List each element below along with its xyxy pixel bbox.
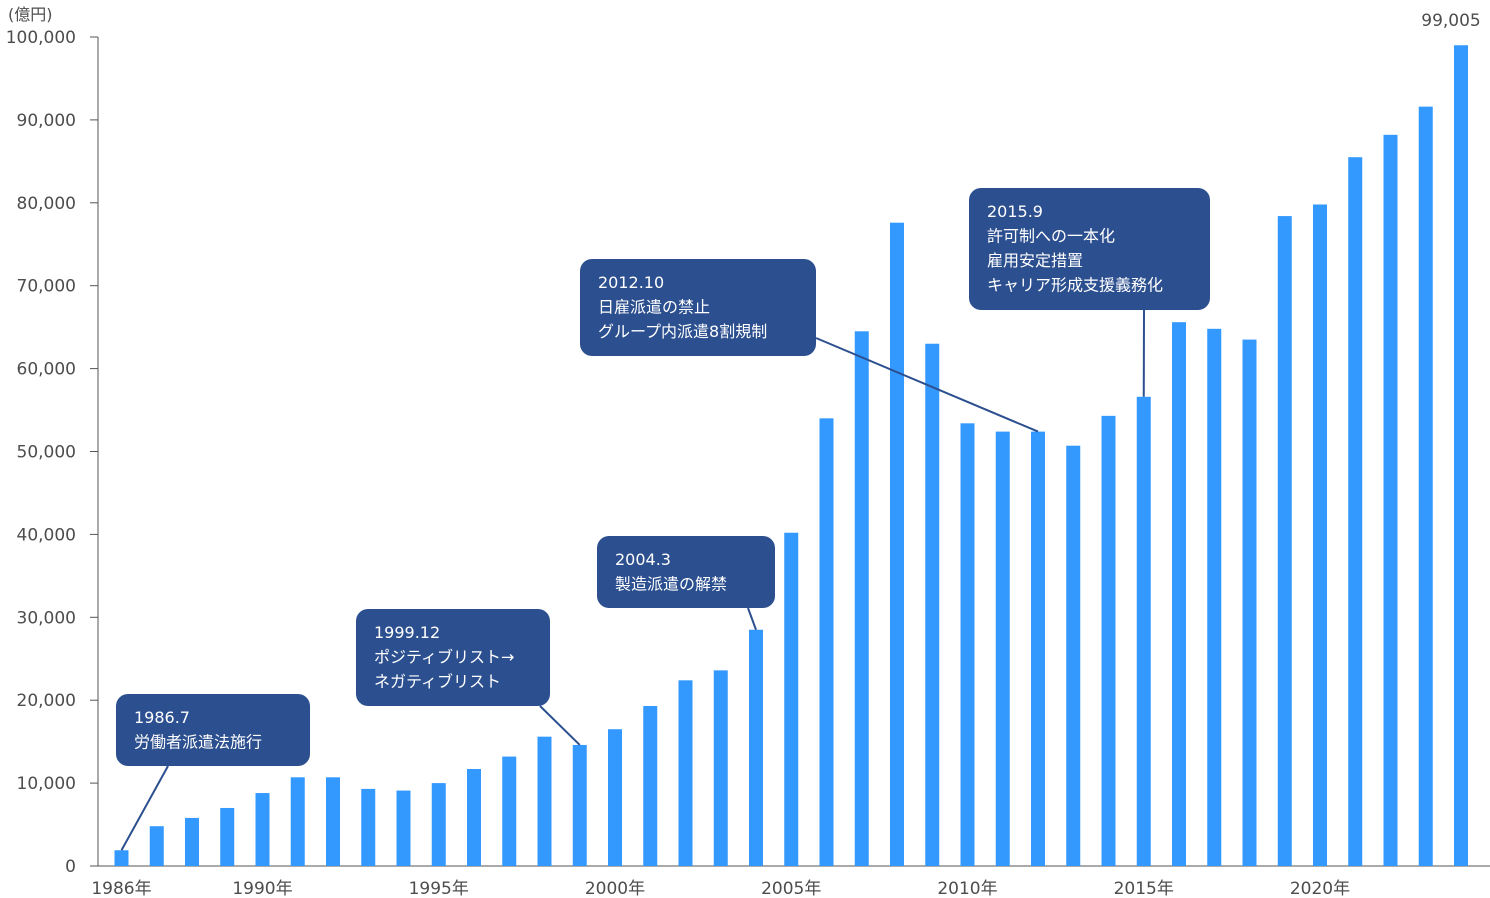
bar-2020 — [1313, 204, 1327, 866]
bar-2007 — [854, 331, 869, 866]
annotation-box — [580, 259, 816, 356]
bar-1995 — [431, 783, 446, 866]
bar-1991 — [290, 777, 305, 866]
y-tick-label: 0 — [65, 857, 76, 877]
bar-2010 — [960, 423, 975, 866]
y-tick-label: 90,000 — [17, 111, 76, 131]
x-tick-label: 2020年 — [1290, 879, 1350, 898]
bar-2012 — [1031, 431, 1045, 866]
annotation-text: 許可制への一本化 — [987, 227, 1115, 246]
y-tick-label: 100,000 — [6, 28, 76, 48]
data-labels: 99,005 — [1421, 11, 1480, 31]
annotation-text: 労働者派遣法施行 — [134, 733, 262, 752]
bar-2013 — [1066, 445, 1081, 866]
annotation-text: ポジティブリスト→ — [374, 648, 514, 667]
bar-2021 — [1348, 157, 1363, 866]
annotation-text: 製造派遣の解禁 — [615, 575, 727, 594]
bar-series — [114, 45, 1468, 867]
bar-1998 — [537, 736, 552, 866]
y-tick-label: 70,000 — [17, 277, 76, 297]
x-tick-label: 1995年 — [409, 879, 469, 898]
bar-1988 — [185, 817, 199, 866]
y-tick-label: 20,000 — [17, 691, 76, 711]
bar-1997 — [502, 756, 517, 866]
y-tick-label: 40,000 — [17, 525, 76, 545]
annotation-box — [116, 694, 310, 766]
annotation-leader-line — [747, 607, 757, 631]
annotation-box — [356, 609, 550, 706]
annotation-2004: 2004.3 製造派遣の解禁 — [597, 536, 775, 631]
y-axis-ticks: 0 10,000 20,000 30,000 40,000 50,000 60,000 70,… — [6, 28, 98, 877]
bar-1996 — [467, 769, 481, 866]
x-tick-label: 2005年 — [761, 879, 821, 898]
annotation-text: ネガティブリスト — [374, 672, 501, 691]
x-tick-label: 2010年 — [937, 879, 997, 898]
x-tick-label: 1990年 — [232, 879, 292, 898]
annotation-text: 1986.7 — [134, 708, 190, 727]
x-axis-ticks: 1986年 1990年 1995年 2000年 2005年 2010年 2015年 2020年 — [91, 879, 1350, 898]
annotation-text: 日雇派遣の禁止 — [598, 298, 710, 317]
y-tick-label: 30,000 — [17, 608, 76, 628]
annotation-1999: 1999.12 ポジティブリスト→ ネガティブリスト — [356, 609, 581, 746]
bar-1989 — [220, 807, 235, 866]
annotation-box — [969, 188, 1210, 310]
bar-2019 — [1277, 216, 1292, 867]
bar-2008 — [890, 222, 904, 867]
y-tick-label: 80,000 — [17, 194, 76, 214]
annotation-text: 2012.10 — [598, 273, 664, 292]
annotation-leader-line — [539, 705, 581, 746]
bar-2018 — [1242, 339, 1257, 867]
bar-2005 — [784, 532, 799, 866]
annotation-leader-line — [815, 337, 1039, 433]
bar-2009 — [925, 343, 940, 867]
bar-2024 — [1454, 45, 1468, 867]
bar-2003 — [713, 670, 728, 866]
annotation-text: 2015.9 — [987, 202, 1043, 221]
bar-1993 — [361, 788, 376, 866]
bar-2011 — [995, 431, 1010, 866]
bar-2022 — [1383, 134, 1398, 866]
y-axis-unit-label: (億円) — [8, 5, 53, 24]
annotation-leader-line — [120, 765, 169, 851]
data-label-2024: 99,005 — [1421, 11, 1480, 31]
annotation-text: 2004.3 — [615, 550, 671, 569]
annotation-text: グループ内派遣8割規制 — [598, 322, 767, 341]
bar-2004 — [749, 629, 763, 866]
bar-2014 — [1101, 415, 1116, 866]
annotation-text: 1999.12 — [374, 623, 440, 642]
annotation-text: キャリア形成支援義務化 — [987, 276, 1163, 295]
y-tick-label: 10,000 — [17, 774, 76, 794]
bar-1992 — [326, 777, 340, 866]
bar-2015 — [1136, 396, 1151, 866]
bar-2023 — [1418, 106, 1433, 867]
annotation-box — [597, 536, 775, 608]
annotation-text: 雇用安定措置 — [987, 251, 1083, 270]
annotations: 1986.7 労働者派遣法施行 1999.12 ポジティブリスト→ ネガティブリスト 20… — [116, 188, 1210, 851]
y-tick-label: 60,000 — [17, 360, 76, 380]
bar-2002 — [678, 680, 693, 866]
bar-1994 — [396, 790, 411, 866]
x-tick-label: 2015年 — [1114, 879, 1174, 898]
bar-1986 — [114, 850, 129, 866]
annotation-1986: 1986.7 労働者派遣法施行 — [116, 694, 310, 851]
bar-2006 — [819, 418, 834, 866]
bar-1987 — [149, 826, 164, 866]
bar-2016 — [1172, 322, 1186, 866]
bar-2000 — [608, 729, 622, 866]
bar-1990 — [255, 793, 270, 866]
bar-2017 — [1207, 328, 1222, 867]
bar-1999 — [572, 744, 587, 866]
x-tick-label: 2000年 — [585, 879, 645, 898]
bar-2001 — [643, 706, 658, 866]
y-tick-label: 50,000 — [17, 443, 76, 463]
x-tick-label: 1986年 — [91, 879, 151, 898]
